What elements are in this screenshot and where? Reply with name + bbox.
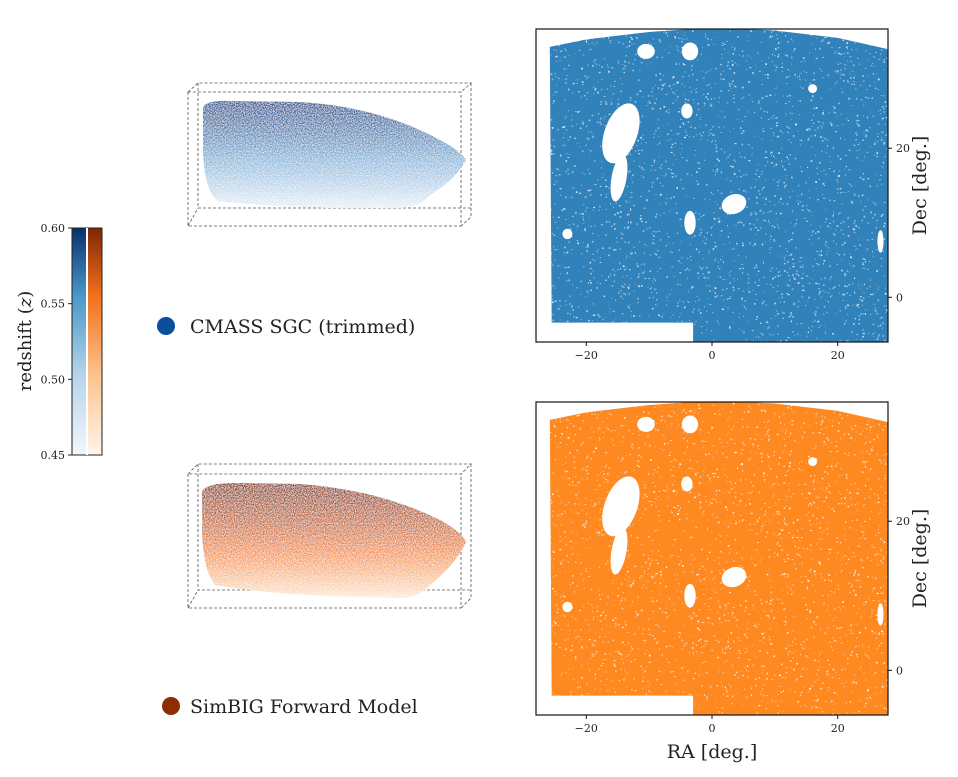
x-tick-label: −20 [575, 722, 598, 735]
x-tick-label: 20 [831, 349, 845, 362]
y-axis-title: Dec [deg.] [909, 509, 931, 609]
legend-top-label: CMASS SGC (trimmed) [190, 316, 415, 338]
mask-hole [610, 154, 628, 202]
mask-hole [684, 210, 696, 235]
density-speckle [536, 402, 888, 715]
wedge-3d-simbig [187, 463, 472, 609]
mask-hole [602, 103, 640, 164]
colorbar-title-prefix: redshift [15, 319, 36, 391]
colorbar-oranges [88, 228, 102, 455]
y-tick-label: 0 [896, 291, 903, 304]
mask-hole [877, 230, 884, 253]
x-tick-label: 0 [709, 722, 716, 735]
skymap-footprint [536, 29, 888, 342]
mask-hole [808, 84, 817, 94]
mask-holes [562, 42, 884, 253]
legend-bottom-label: SimBIG Forward Model [190, 696, 418, 718]
y-axis-title: Dec [deg.] [909, 136, 931, 236]
legend-top-marker [157, 317, 175, 335]
legend-bottom: SimBIG Forward Model [162, 696, 418, 718]
mask-hole [562, 228, 573, 240]
colorbar-tick-label: 0.60 [41, 222, 66, 235]
mask-hole [681, 415, 699, 434]
mask-hole [681, 103, 693, 119]
mask-holes [562, 415, 884, 626]
mask-hole [684, 583, 696, 608]
mask-hole [808, 457, 817, 467]
mask-hole [562, 601, 573, 613]
x-axis-title: RA [deg.] [667, 741, 758, 763]
mask-hole [721, 567, 747, 588]
y-tick-label: 20 [896, 142, 910, 155]
mask-hole [610, 527, 628, 575]
colorbar-title: redshift (z) [15, 291, 36, 392]
colorbar-title-var: z [15, 297, 36, 308]
x-tick-label: −20 [575, 349, 598, 362]
legend-top: CMASS SGC (trimmed) [157, 316, 415, 338]
y-tick-label: 20 [896, 515, 910, 528]
x-tick-label: 20 [831, 722, 845, 735]
mask-hole [877, 603, 884, 626]
colorbar-tick-label: 0.50 [41, 373, 66, 386]
colorbar: 0.60 0.55 0.50 0.45 redshift (z) [15, 222, 103, 462]
mask-hole [681, 42, 699, 61]
mask-hole [681, 476, 693, 492]
mask-hole [602, 476, 640, 537]
y-tick-label: 0 [896, 664, 903, 677]
mask-hole [637, 416, 655, 432]
colorbar-ticks: 0.60 0.55 0.50 0.45 [41, 222, 72, 462]
density-speckle [536, 29, 888, 342]
mask-hole [637, 43, 655, 59]
skymap-footprint [536, 402, 888, 715]
colorbar-tick-label: 0.55 [41, 298, 66, 311]
wedge-3d-cmass [186, 82, 473, 227]
colorbar-tick-label: 0.45 [41, 449, 66, 462]
colorbar-blues [72, 228, 86, 455]
legend-bottom-marker [162, 697, 180, 715]
x-tick-label: 0 [709, 349, 716, 362]
mask-hole [721, 194, 747, 215]
